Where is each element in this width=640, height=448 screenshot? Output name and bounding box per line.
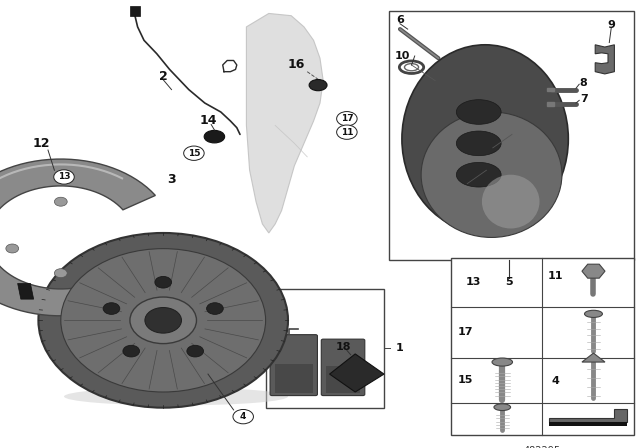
Circle shape [155, 276, 172, 288]
Polygon shape [18, 284, 34, 299]
Polygon shape [548, 409, 627, 422]
Text: 13: 13 [465, 277, 481, 287]
Polygon shape [582, 353, 605, 362]
Text: 5: 5 [505, 277, 513, 287]
Bar [547, 102, 554, 106]
Ellipse shape [64, 388, 288, 405]
Ellipse shape [402, 45, 568, 233]
Text: 4: 4 [551, 376, 559, 386]
Text: 11: 11 [547, 271, 563, 281]
Polygon shape [0, 159, 156, 316]
Text: 9: 9 [607, 20, 615, 30]
Text: 12: 12 [33, 137, 51, 150]
Ellipse shape [492, 358, 513, 366]
Ellipse shape [456, 131, 501, 155]
Polygon shape [582, 264, 605, 278]
Ellipse shape [309, 79, 327, 91]
Ellipse shape [204, 130, 225, 143]
Text: 8: 8 [580, 78, 588, 88]
Text: 482295: 482295 [524, 446, 561, 448]
Circle shape [233, 409, 253, 424]
Text: 17: 17 [458, 327, 474, 337]
Text: 15: 15 [188, 149, 200, 158]
Text: 6: 6 [396, 15, 404, 25]
Text: 14: 14 [199, 114, 217, 128]
Circle shape [54, 269, 67, 278]
Bar [130, 6, 140, 16]
Text: 11: 11 [340, 128, 353, 137]
FancyBboxPatch shape [270, 335, 317, 396]
Ellipse shape [456, 99, 501, 124]
Text: 16: 16 [287, 58, 305, 72]
Bar [548, 422, 627, 426]
Text: 15: 15 [458, 375, 474, 385]
Text: 2: 2 [159, 69, 168, 83]
Bar [547, 88, 554, 91]
Text: 7: 7 [580, 94, 588, 103]
Ellipse shape [456, 162, 501, 187]
Circle shape [184, 146, 204, 160]
Polygon shape [595, 45, 614, 74]
Ellipse shape [421, 112, 562, 237]
Text: 17: 17 [340, 114, 353, 123]
Circle shape [6, 244, 19, 253]
Polygon shape [246, 13, 323, 233]
Text: 4: 4 [240, 412, 246, 421]
Bar [275, 364, 313, 393]
Bar [266, 289, 384, 408]
Text: 13: 13 [58, 172, 70, 181]
Circle shape [38, 233, 288, 408]
Text: 10: 10 [394, 51, 410, 61]
Circle shape [130, 297, 196, 344]
Bar [326, 366, 360, 393]
Circle shape [54, 197, 67, 206]
Ellipse shape [584, 310, 602, 318]
Ellipse shape [494, 404, 511, 410]
Bar [451, 258, 634, 435]
Circle shape [187, 345, 204, 357]
Bar [389, 11, 634, 260]
Text: 18: 18 [336, 342, 351, 352]
Circle shape [337, 125, 357, 139]
Circle shape [145, 307, 182, 333]
Circle shape [54, 170, 74, 184]
FancyBboxPatch shape [321, 339, 365, 396]
Circle shape [123, 345, 140, 357]
Ellipse shape [482, 175, 540, 228]
Circle shape [61, 249, 266, 392]
Polygon shape [330, 354, 384, 392]
Circle shape [207, 303, 223, 314]
Circle shape [337, 112, 357, 126]
Text: 3: 3 [167, 172, 176, 186]
Text: 1: 1 [396, 343, 404, 353]
Circle shape [103, 303, 120, 314]
